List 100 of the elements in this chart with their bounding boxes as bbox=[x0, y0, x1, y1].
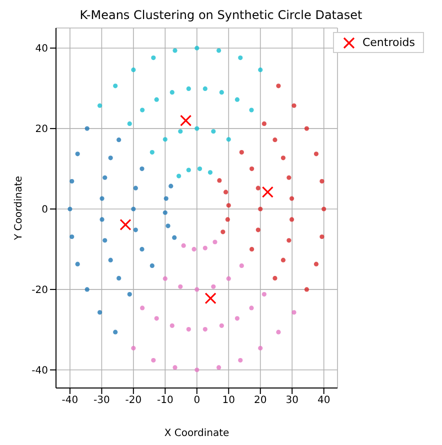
x-tick-label: -40 bbox=[62, 395, 78, 406]
point bbox=[178, 129, 183, 134]
point bbox=[211, 129, 216, 134]
point bbox=[289, 217, 294, 222]
point bbox=[127, 292, 132, 297]
x-tick-label: -30 bbox=[94, 395, 110, 406]
point bbox=[262, 292, 266, 297]
point bbox=[216, 365, 222, 370]
point bbox=[140, 306, 145, 310]
point bbox=[162, 137, 168, 142]
point bbox=[204, 292, 216, 304]
legend-label: Centroids bbox=[362, 36, 415, 49]
point bbox=[225, 217, 230, 222]
point bbox=[162, 276, 168, 281]
point bbox=[208, 170, 213, 175]
point bbox=[280, 156, 286, 160]
point bbox=[164, 196, 168, 201]
point bbox=[280, 258, 286, 262]
point bbox=[186, 168, 191, 172]
point bbox=[75, 152, 80, 156]
point bbox=[212, 240, 218, 244]
point bbox=[131, 346, 136, 350]
point bbox=[166, 224, 170, 228]
point bbox=[120, 218, 132, 230]
point bbox=[258, 206, 263, 212]
chart-title: K-Means Clustering on Synthetic Circle Dataset bbox=[78, 8, 364, 22]
point bbox=[194, 46, 200, 50]
point bbox=[276, 330, 281, 334]
point bbox=[102, 238, 108, 243]
point bbox=[217, 178, 222, 183]
point bbox=[113, 330, 118, 334]
point bbox=[286, 238, 292, 243]
x-tick-label: -20 bbox=[125, 395, 142, 406]
point bbox=[84, 126, 90, 131]
point bbox=[176, 174, 182, 178]
point bbox=[197, 166, 202, 172]
point bbox=[170, 90, 174, 95]
point bbox=[108, 258, 113, 262]
point bbox=[262, 186, 274, 198]
point bbox=[116, 276, 122, 280]
point bbox=[170, 323, 174, 328]
point bbox=[258, 68, 263, 72]
point bbox=[304, 126, 309, 131]
point bbox=[116, 138, 122, 142]
point bbox=[154, 316, 159, 321]
point bbox=[97, 310, 102, 315]
x-tick-label: -10 bbox=[156, 395, 174, 406]
point bbox=[162, 210, 168, 215]
point bbox=[150, 263, 154, 268]
point bbox=[181, 243, 186, 248]
point bbox=[131, 68, 136, 72]
point bbox=[262, 121, 266, 126]
y-tick-label: 40 bbox=[35, 44, 48, 55]
point bbox=[226, 276, 231, 281]
point bbox=[289, 196, 294, 201]
x-axis-title: X Coordinate bbox=[164, 428, 230, 439]
point bbox=[256, 228, 260, 232]
point bbox=[100, 196, 104, 201]
x-tick-label: 40 bbox=[317, 395, 330, 406]
y-tick-label: -20 bbox=[32, 285, 48, 296]
point bbox=[168, 184, 174, 188]
point bbox=[178, 284, 183, 289]
point bbox=[202, 86, 208, 92]
point bbox=[234, 316, 240, 321]
point bbox=[239, 150, 244, 155]
point bbox=[113, 84, 118, 88]
point bbox=[202, 246, 208, 250]
point bbox=[180, 114, 192, 126]
point bbox=[314, 262, 319, 266]
point bbox=[97, 103, 102, 108]
point bbox=[320, 178, 324, 184]
point bbox=[133, 228, 138, 232]
point bbox=[186, 86, 191, 92]
point bbox=[256, 186, 260, 190]
y-tick-label: -40 bbox=[32, 365, 48, 376]
point bbox=[292, 103, 296, 108]
point bbox=[211, 284, 216, 289]
point bbox=[249, 108, 254, 112]
y-tick-label: 0 bbox=[42, 204, 48, 216]
point bbox=[194, 368, 200, 372]
point bbox=[70, 178, 74, 184]
y-tick-label: 20 bbox=[35, 124, 48, 136]
point bbox=[250, 166, 254, 172]
point bbox=[226, 203, 231, 208]
point bbox=[238, 55, 243, 60]
point bbox=[194, 126, 200, 131]
point bbox=[234, 97, 240, 102]
point bbox=[108, 156, 113, 160]
point bbox=[140, 108, 145, 112]
x-tick-label: 10 bbox=[222, 395, 235, 406]
point bbox=[133, 186, 138, 190]
point bbox=[250, 246, 254, 252]
point bbox=[172, 48, 178, 53]
point bbox=[154, 97, 159, 102]
point bbox=[70, 234, 74, 240]
point bbox=[239, 263, 244, 268]
x-tick-label: 0 bbox=[194, 395, 200, 406]
point bbox=[102, 175, 108, 180]
point bbox=[219, 90, 224, 95]
point bbox=[322, 206, 326, 212]
